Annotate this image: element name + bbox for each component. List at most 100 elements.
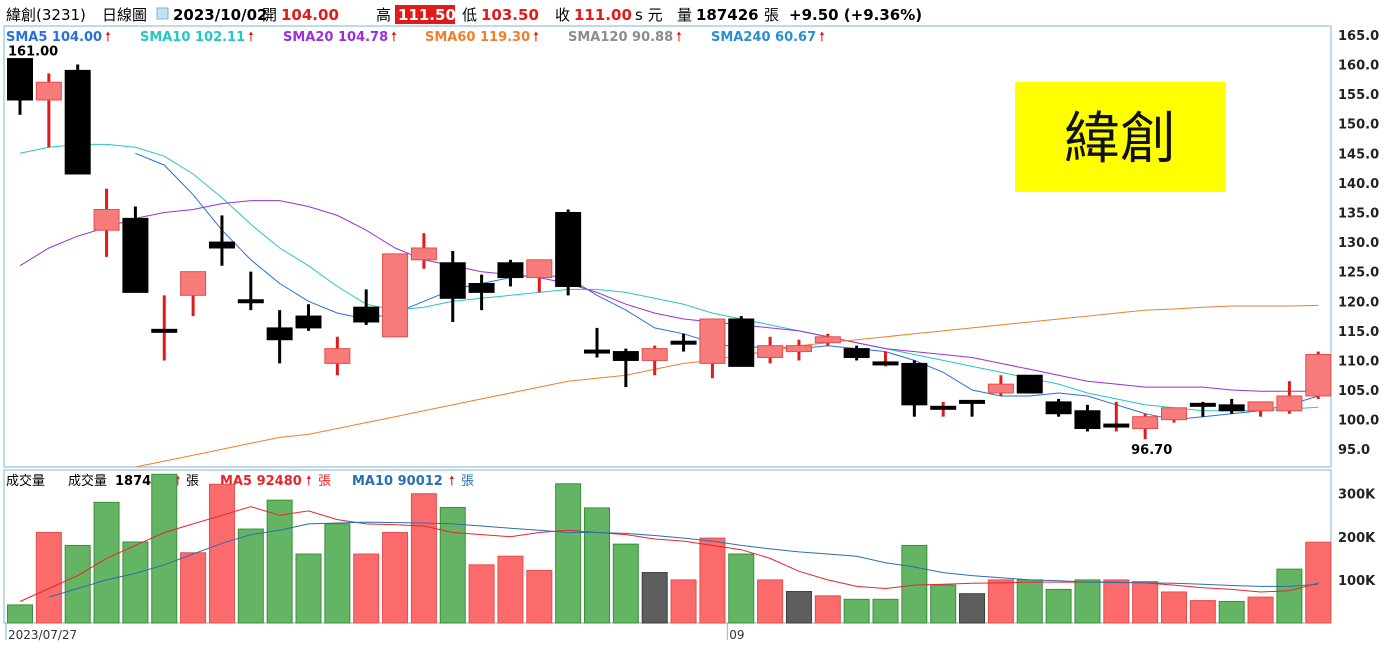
candle-body — [612, 351, 639, 361]
volume-bar — [7, 604, 33, 624]
volume-bar — [64, 544, 91, 624]
volume-tick-label: 100K — [1338, 574, 1376, 589]
candle-body — [959, 399, 986, 404]
volume-bar — [1305, 541, 1332, 624]
sma-legend-item: SMA10 102.11 — [140, 30, 245, 45]
up-arrow-icon: 🠕 — [248, 30, 254, 45]
ma10-legend: MA10 90012 — [352, 474, 443, 489]
sma-legend-item: SMA240 60.67 — [711, 30, 816, 45]
candle-body — [1132, 416, 1159, 430]
high-value-bg — [395, 5, 455, 24]
volume-bar — [180, 552, 207, 624]
candle-body — [1218, 404, 1245, 412]
volume-bar — [612, 543, 639, 624]
sma-legend-item: SMA120 90.88 — [568, 30, 673, 45]
candle-body — [670, 340, 697, 345]
up-arrow-icon: 🠕 — [105, 30, 111, 45]
watermark-box — [1015, 82, 1226, 192]
high-annotation: 161.00 — [8, 45, 58, 60]
volume-bar — [353, 553, 380, 624]
sma-line-sma60 — [135, 304, 1319, 468]
volume-bar — [497, 555, 524, 624]
volume-bar — [208, 483, 235, 624]
price-tick-label: 125.0 — [1338, 266, 1379, 281]
price-tick-label: 115.0 — [1338, 325, 1379, 340]
ma10-arrow-icon: 🠕 — [449, 474, 455, 489]
x-tick-label: 09 — [729, 628, 744, 642]
price-tick-label: 160.0 — [1338, 58, 1379, 73]
volume-bar — [93, 501, 120, 624]
volume-plot — [7, 473, 1332, 624]
volume-bar — [526, 569, 553, 624]
volume-legend-unit: 張 — [186, 474, 199, 489]
volume-bar — [295, 553, 322, 624]
volume-bar — [785, 591, 812, 624]
candle-body — [728, 318, 755, 367]
volume-bar — [324, 523, 351, 624]
candle-body — [814, 336, 841, 344]
high-label: 高 — [376, 6, 391, 24]
sma-legend-item: SMA60 119.30 — [425, 30, 530, 45]
checkbox-icon[interactable] — [156, 7, 169, 20]
candle-body — [295, 315, 322, 329]
price-change: +9.50 (+9.36%) — [789, 6, 922, 24]
price-tick-label: 155.0 — [1338, 88, 1379, 103]
price-tick-label: 105.0 — [1338, 384, 1379, 399]
volume-bar — [728, 553, 755, 624]
price-tick-label: 110.0 — [1338, 354, 1379, 369]
sma-line-sma5 — [135, 152, 1319, 421]
candle-body — [699, 318, 726, 364]
sma-line-sma20 — [19, 200, 1319, 392]
candle-body — [1074, 410, 1101, 430]
header-date: 2023/10/02 — [173, 6, 267, 24]
ma5-unit: 張 — [318, 474, 331, 489]
candle-body — [872, 361, 899, 366]
low-value: 103.50 — [481, 6, 539, 24]
volume-bar — [670, 579, 697, 624]
candle-body — [757, 345, 784, 358]
volume-bar — [987, 579, 1014, 624]
sma-legend-item: SMA20 104.78 — [283, 30, 388, 45]
up-arrow-icon: 🠕 — [819, 30, 825, 45]
candle-body — [497, 262, 524, 279]
candle-body — [151, 328, 178, 333]
candle-body — [353, 306, 380, 323]
volume-label: 量 — [677, 6, 692, 24]
volume-bar — [699, 537, 726, 624]
candle-body — [64, 69, 91, 175]
candle-body — [7, 58, 33, 101]
volume-bar — [1218, 600, 1245, 624]
volume-bar — [1189, 600, 1216, 624]
candle-body — [1189, 402, 1216, 407]
candle-body — [1016, 374, 1043, 394]
close-unit: s 元 — [635, 6, 663, 24]
close-label: 收 — [555, 6, 570, 24]
open-value: 104.00 — [281, 6, 339, 24]
candle-body — [122, 217, 149, 293]
sma-legend: SMA5 104.00 🠕 SMA10 102.11 🠕 SMA20 104.78 🠕 SM… — [6, 30, 825, 45]
candle-body — [180, 271, 207, 296]
chart-kind: 日線圖 — [102, 6, 147, 24]
volume-bar — [641, 572, 668, 624]
volume-bar — [122, 541, 149, 624]
price-tick-label: 95.0 — [1338, 443, 1370, 458]
candle-body — [35, 81, 62, 101]
close-value: 111.00 — [574, 6, 632, 24]
candle-body — [93, 209, 120, 231]
low-annotation: 96.70 — [1131, 443, 1172, 458]
axes: 95.0 100.0 105.0 110.0 115.0 120.0 125.0 130.0 1… — [5, 29, 1379, 642]
volume-ma10-line — [48, 521, 1319, 598]
candle-body — [266, 327, 293, 341]
ma5-legend: MA5 92480 — [220, 474, 302, 489]
candle-body — [641, 348, 668, 361]
price-tick-label: 130.0 — [1338, 236, 1379, 251]
volume-title: 成交量 — [6, 473, 45, 489]
volume-bar — [757, 579, 784, 624]
candle-body — [584, 349, 610, 354]
candle-body — [1045, 401, 1072, 415]
stock-name: 緯創(3231) — [6, 6, 86, 24]
price-tick-label: 135.0 — [1338, 206, 1379, 221]
volume-bar — [237, 528, 264, 624]
candle-body — [901, 362, 928, 406]
